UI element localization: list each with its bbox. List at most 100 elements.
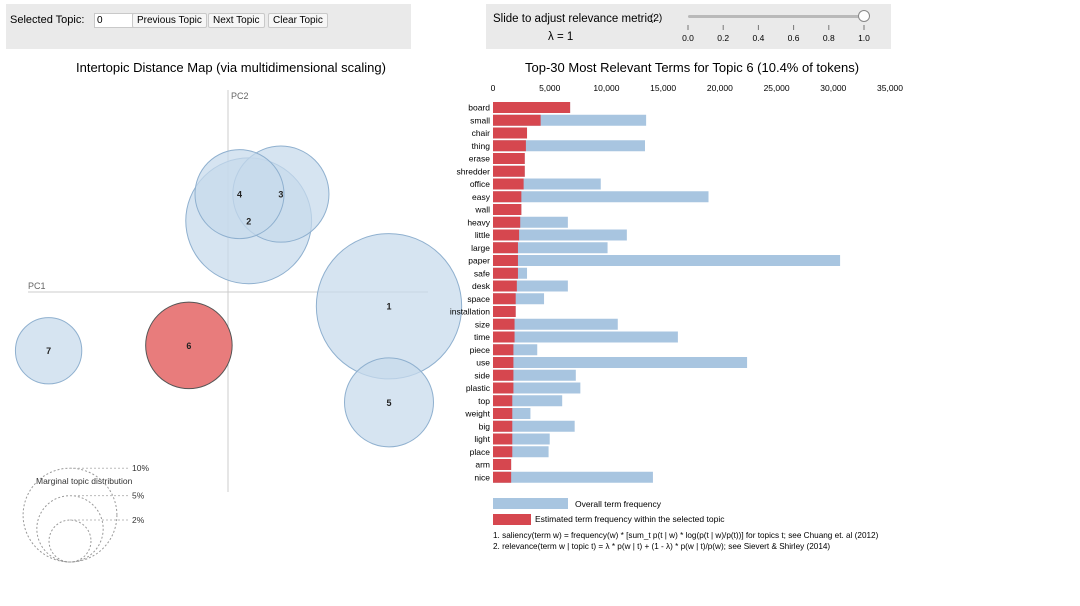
- legend-circle-5: [36, 495, 104, 563]
- term-label[interactable]: installation: [450, 307, 490, 317]
- overall-bar[interactable]: [493, 140, 645, 152]
- topic-bar[interactable]: [493, 102, 571, 113]
- slider-track[interactable]: [688, 15, 864, 18]
- topic-bar[interactable]: [493, 255, 518, 266]
- overall-bar[interactable]: [493, 369, 576, 381]
- topic-bar[interactable]: [493, 229, 520, 241]
- term-label[interactable]: heavy: [467, 217, 490, 227]
- term-label[interactable]: space: [467, 294, 490, 304]
- term-label[interactable]: big: [479, 421, 491, 431]
- term-label[interactable]: use: [476, 358, 490, 368]
- topic-label-5: 5: [386, 398, 391, 408]
- topic-bar[interactable]: [493, 140, 526, 152]
- overall-bar[interactable]: [493, 178, 601, 190]
- topic-bar[interactable]: [493, 331, 515, 343]
- term-label[interactable]: shredder: [456, 166, 490, 176]
- term-label[interactable]: chair: [472, 128, 491, 138]
- term-label[interactable]: little: [475, 230, 490, 240]
- topic-bar[interactable]: [493, 382, 514, 394]
- term-label[interactable]: nice: [474, 472, 490, 482]
- topic-bar[interactable]: [493, 280, 517, 292]
- term-label[interactable]: time: [474, 332, 490, 342]
- slider-tick-label: 0.2: [717, 33, 729, 43]
- topic-circle-5[interactable]: [344, 357, 434, 448]
- term-label[interactable]: large: [471, 243, 490, 253]
- topic-bar[interactable]: [493, 267, 518, 279]
- clear-topic-button[interactable]: Clear Topic: [268, 13, 328, 28]
- term-label[interactable]: wall: [474, 205, 490, 215]
- previous-topic-button[interactable]: Previous Topic: [132, 13, 207, 28]
- term-label[interactable]: size: [475, 319, 490, 329]
- overall-bar[interactable]: [493, 331, 678, 343]
- topic-bar[interactable]: [493, 471, 512, 483]
- term-label[interactable]: place: [470, 447, 491, 457]
- topic-circle-6[interactable]: [145, 301, 233, 390]
- topic-bar[interactable]: [493, 242, 518, 254]
- topic-bar[interactable]: [493, 178, 524, 190]
- topic-bar[interactable]: [493, 204, 522, 215]
- topic-bar[interactable]: [493, 216, 521, 228]
- overall-bar[interactable]: [493, 293, 545, 305]
- next-topic-button[interactable]: Next Topic: [208, 13, 265, 28]
- overall-bar[interactable]: [493, 471, 653, 483]
- term-label[interactable]: desk: [472, 281, 491, 291]
- overall-bar[interactable]: [493, 395, 563, 407]
- intertopic-map-title: Intertopic Distance Map (via multidimens…: [76, 60, 386, 75]
- overall-bar[interactable]: [493, 357, 748, 368]
- overall-bar[interactable]: [493, 420, 575, 432]
- term-label[interactable]: safe: [474, 268, 490, 278]
- topic-bar[interactable]: [493, 369, 514, 381]
- topic-bar[interactable]: [493, 357, 514, 368]
- overall-bar[interactable]: [493, 216, 568, 228]
- topic-bar[interactable]: [493, 318, 515, 330]
- term-label[interactable]: board: [468, 103, 490, 113]
- term-label[interactable]: thing: [472, 141, 491, 151]
- topic-bar[interactable]: [493, 306, 516, 317]
- overall-bar[interactable]: [493, 433, 550, 445]
- overall-bar[interactable]: [493, 382, 581, 394]
- topic-bar[interactable]: [493, 395, 513, 407]
- overall-bar[interactable]: [493, 280, 568, 292]
- topic-bar[interactable]: [493, 293, 516, 305]
- topic-bar[interactable]: [493, 408, 513, 419]
- relevance-slider[interactable]: 0.0 0.2 0.4 0.6 0.8 1.0: [681, 6, 891, 46]
- term-label[interactable]: arm: [475, 460, 490, 470]
- topic-bar[interactable]: [493, 420, 513, 432]
- topic-bar[interactable]: [493, 459, 512, 470]
- term-label[interactable]: erase: [469, 154, 491, 164]
- term-label[interactable]: small: [470, 115, 490, 125]
- topic-bar[interactable]: [493, 153, 525, 164]
- term-label[interactable]: office: [470, 179, 490, 189]
- term-label[interactable]: side: [474, 370, 490, 380]
- overall-bar[interactable]: [493, 318, 618, 330]
- overall-bar[interactable]: [493, 344, 538, 356]
- overall-bar[interactable]: [493, 229, 627, 241]
- term-label[interactable]: plastic: [466, 383, 491, 393]
- overall-bar[interactable]: [493, 242, 608, 254]
- pc2-axis-label: PC2: [231, 91, 249, 101]
- selected-topic-input[interactable]: 0: [94, 13, 136, 28]
- slider-tick-label: 0.8: [823, 33, 835, 43]
- term-label[interactable]: weight: [464, 409, 490, 419]
- marginal-legend-title: Marginal topic distribution: [36, 476, 133, 486]
- topic-bar[interactable]: [493, 127, 528, 139]
- topic-circle-4[interactable]: [194, 149, 285, 240]
- term-label[interactable]: paper: [468, 256, 490, 266]
- term-label[interactable]: easy: [472, 192, 491, 202]
- topic-bar[interactable]: [493, 433, 513, 445]
- topic-bar[interactable]: [493, 446, 513, 458]
- topic-bar[interactable]: [493, 165, 525, 177]
- overall-bar[interactable]: [493, 191, 709, 203]
- term-label[interactable]: light: [474, 434, 490, 444]
- overall-bar[interactable]: [493, 255, 841, 266]
- term-label[interactable]: piece: [470, 345, 491, 355]
- topic-bar[interactable]: [493, 344, 514, 356]
- term-label[interactable]: top: [478, 396, 490, 406]
- topic-bar[interactable]: [493, 114, 541, 126]
- topic-label-7: 7: [46, 346, 51, 356]
- topic-circle-7[interactable]: [14, 317, 83, 385]
- overall-bar[interactable]: [493, 446, 549, 458]
- overall-bar[interactable]: [493, 114, 647, 126]
- slider-thumb[interactable]: [858, 10, 870, 22]
- topic-bar[interactable]: [493, 191, 522, 203]
